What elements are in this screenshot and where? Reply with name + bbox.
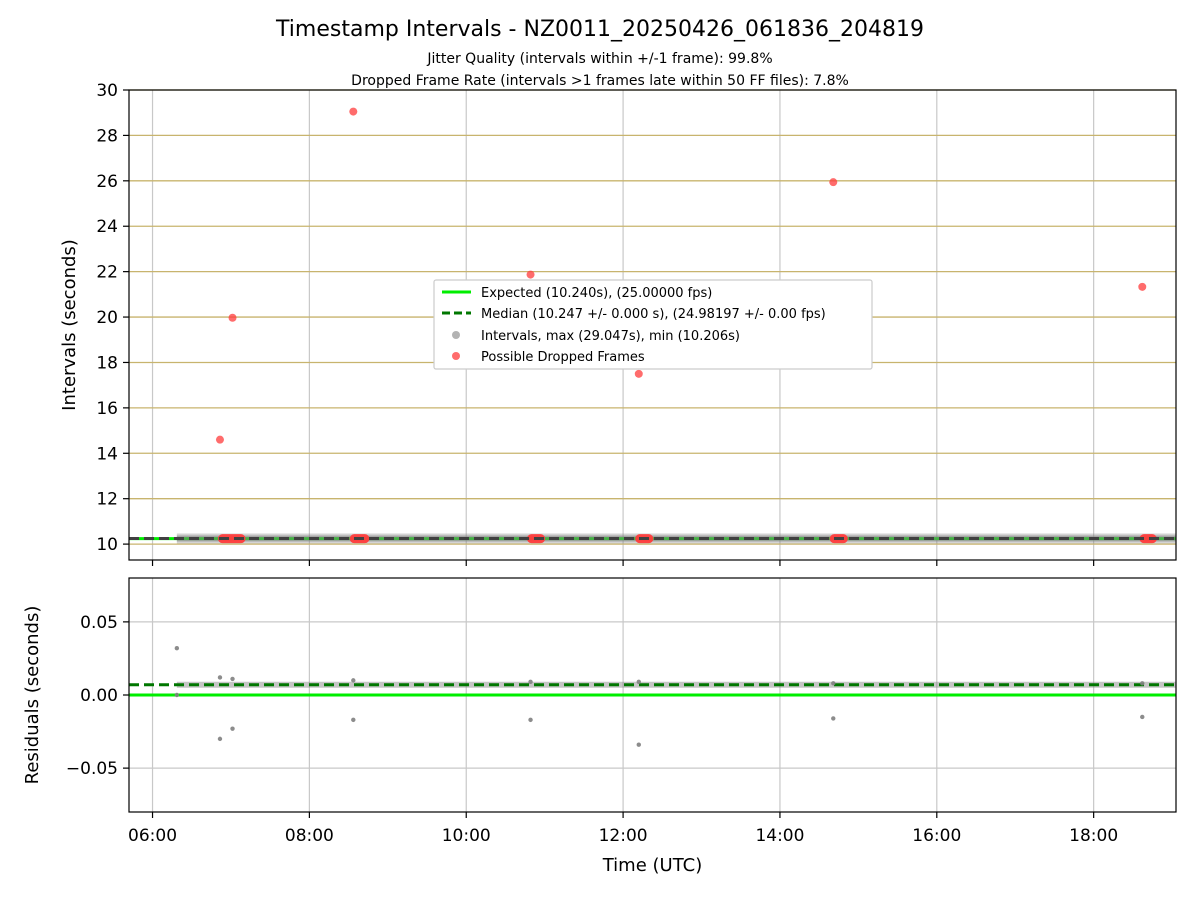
intervals-ytick-label-7: 24 xyxy=(96,217,118,237)
legend-median-label: Median (10.247 +/- 0.000 s), (24.98197 +… xyxy=(481,307,826,322)
residual-point-10 xyxy=(636,679,641,685)
residual-point-11 xyxy=(636,742,641,747)
residuals-x-ticks: 06:00 08:00 10:00 12:00 14:00 16:00 18:00 xyxy=(128,812,1118,846)
residual-point-8 xyxy=(528,679,533,685)
dropped-point-5 xyxy=(829,178,838,187)
intervals-ytick-label-0: 10 xyxy=(96,535,118,555)
residual-point-4 xyxy=(230,676,235,682)
residuals-xtick-label-1: 08:00 xyxy=(285,826,334,846)
dropped-point-2 xyxy=(349,107,358,116)
intervals-ytick-label-9: 28 xyxy=(96,126,118,146)
intervals-panel: 10 12 14 16 18 20 22 24 26 28 30 Intervals (seconds… xyxy=(59,81,1177,566)
intervals-ytick-label-6: 22 xyxy=(96,263,118,283)
residuals-ytick-label-1: 0.00 xyxy=(80,686,118,706)
residual-point-2 xyxy=(217,675,223,680)
legend-dropped-label: Possible Dropped Frames xyxy=(481,350,645,365)
legend-box xyxy=(433,279,873,370)
residuals-panel: −0.05 0.00 0.05 06:00 08:00 10:00 12:00 14:00 16… xyxy=(22,577,1177,876)
residuals-xtick-label-0: 06:00 xyxy=(128,826,177,846)
intervals-ytick-label-1: 12 xyxy=(96,490,118,510)
chart-subtitle-jitter: Jitter Quality (intervals within +/-1 fr… xyxy=(426,51,772,67)
intervals-ytick-label-3: 16 xyxy=(96,399,118,419)
dropped-cluster-0 xyxy=(217,534,246,544)
residual-point-3 xyxy=(217,736,223,742)
intervals-horizontal-grid xyxy=(129,89,1176,545)
residual-point-12 xyxy=(831,681,836,686)
residuals-xtick-label-3: 12:00 xyxy=(599,826,648,846)
intervals-x-ticks xyxy=(151,560,1095,566)
residuals-xtick-label-2: 10:00 xyxy=(442,826,491,846)
chart-title: Timestamp Intervals - NZ0011_20250426_06… xyxy=(275,17,924,42)
dropped-cluster-5 xyxy=(1139,534,1157,544)
dropped-point-3 xyxy=(526,270,535,279)
residuals-ytick-label-0: −0.05 xyxy=(66,759,118,779)
residual-point-14 xyxy=(1140,681,1145,686)
dropped-point-0 xyxy=(215,435,224,444)
dropped-point-6 xyxy=(1138,282,1147,291)
x-axis-label: Time (UTC) xyxy=(602,855,703,876)
legend: Expected (10.240s), (25.00000 fps) Media… xyxy=(433,279,873,370)
intervals-ytick-label-8: 26 xyxy=(96,172,118,192)
residual-point-6 xyxy=(351,678,356,683)
legend-intervals-label: Intervals, max (29.047s), min (10.206s) xyxy=(481,329,740,344)
chart-subtitle-dropped-rate: Dropped Frame Rate (intervals >1 frames … xyxy=(351,73,849,89)
residual-point-13 xyxy=(831,716,836,721)
intervals-y-axis-label: Intervals (seconds) xyxy=(59,239,80,411)
legend-dropped-swatch xyxy=(452,352,460,360)
residuals-ytick-label-2: 0.05 xyxy=(80,613,118,633)
legend-expected-label: Expected (10.240s), (25.00000 fps) xyxy=(481,286,712,301)
residual-point-9 xyxy=(528,717,533,723)
legend-intervals-swatch xyxy=(452,331,460,339)
residual-point-15 xyxy=(1140,714,1145,720)
intervals-ytick-label-2: 14 xyxy=(96,444,118,464)
intervals-y-ticks: 10 12 14 16 18 20 22 24 26 28 30 xyxy=(96,81,129,555)
residuals-y-axis-label: Residuals (seconds) xyxy=(22,606,43,785)
intervals-ytick-label-10: 30 xyxy=(96,81,118,101)
residuals-xtick-label-4: 14:00 xyxy=(755,826,804,846)
residuals-data xyxy=(129,646,1176,747)
residual-point-1 xyxy=(174,692,180,698)
dropped-point-4 xyxy=(634,369,643,378)
residual-point-0 xyxy=(174,646,180,651)
intervals-ytick-label-4: 18 xyxy=(96,353,118,373)
intervals-data xyxy=(129,107,1176,544)
residual-point-5 xyxy=(230,726,235,731)
intervals-axes-frame xyxy=(128,89,1177,561)
dropped-point-1 xyxy=(228,313,237,322)
residuals-y-ticks: −0.05 0.00 0.05 xyxy=(66,613,129,779)
intervals-ytick-label-5: 20 xyxy=(96,308,118,328)
residuals-xtick-label-5: 16:00 xyxy=(912,826,961,846)
residual-point-7 xyxy=(351,717,356,723)
residuals-xtick-label-6: 18:00 xyxy=(1069,826,1118,846)
